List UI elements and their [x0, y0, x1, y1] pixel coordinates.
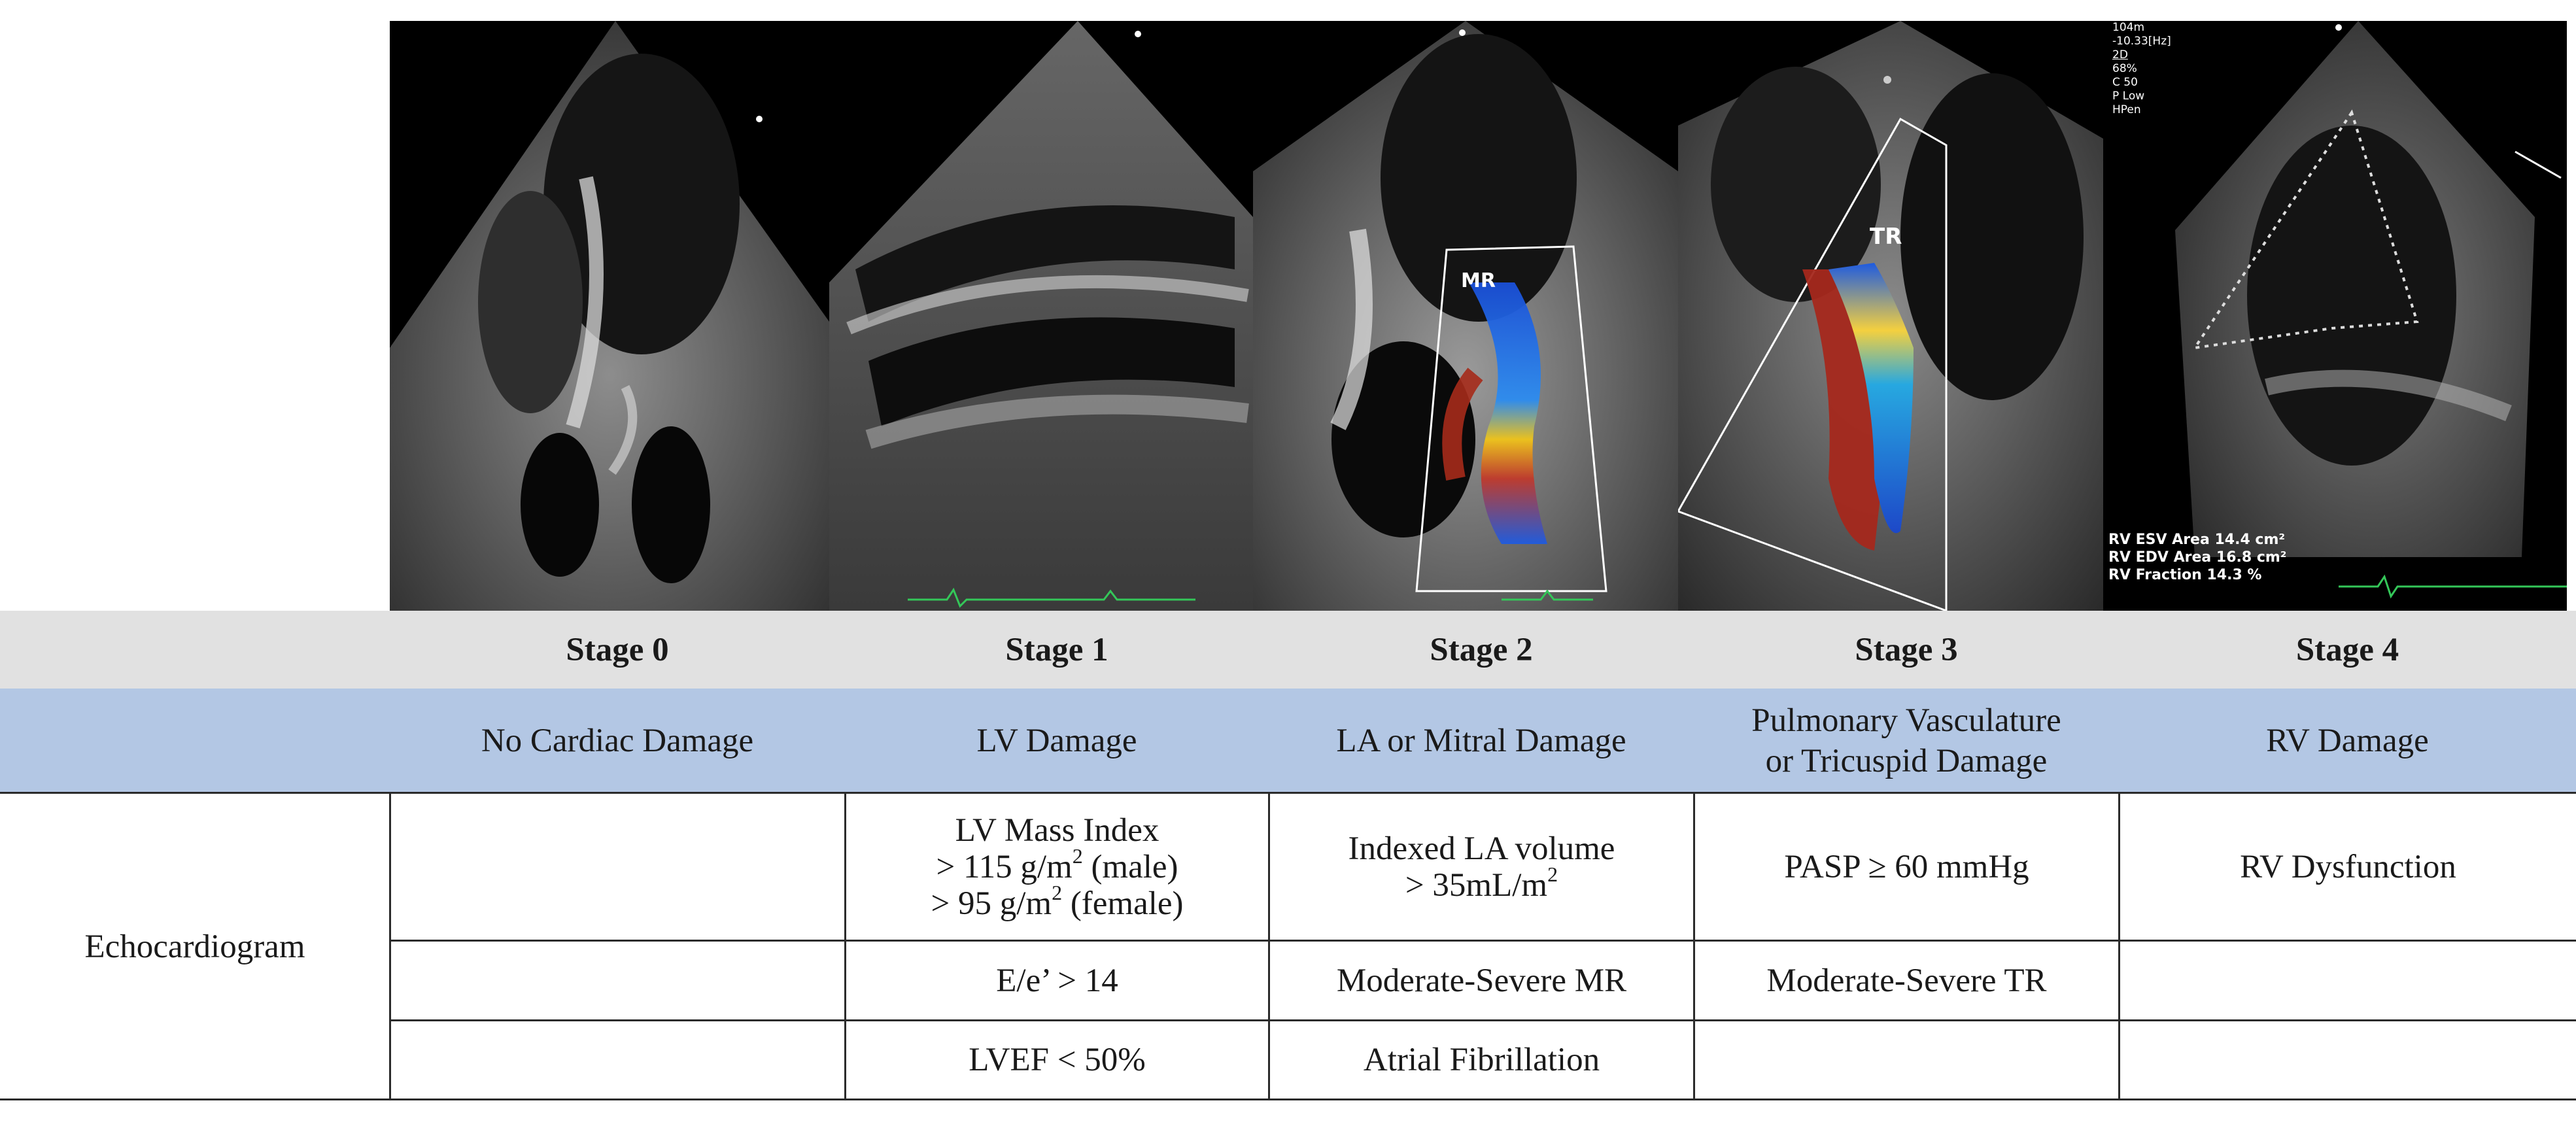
e-e-prime-cell: E/e’ > 14 [996, 962, 1118, 999]
table-rule-row2 [390, 1019, 2576, 1021]
table-rule-row1 [390, 940, 2576, 942]
table-divider [844, 792, 846, 1100]
tr-overlay-label: TR [1870, 224, 1902, 250]
mr-overlay-label: MR [1461, 269, 1496, 292]
readout-line: HPen [2112, 103, 2141, 116]
table-divider [2118, 792, 2120, 1100]
stage-3-description-line-2: or Tricuspid Damage [1765, 742, 2048, 779]
rv-edv-area: RV EDV Area 16.8 cm² [2108, 549, 2287, 566]
echo-image-strip: MR TR [390, 21, 2567, 611]
readout-line: 2D [2112, 48, 2128, 61]
stage-header-row: Stage 0 Stage 1 Stage 2 Stage 3 Stage 4 [0, 611, 2576, 689]
table-rule-top [0, 792, 2576, 794]
stage-3-header: Stage 3 [1855, 631, 1958, 668]
pasp-cell: PASP ≥ 60 mmHg [1784, 848, 2029, 885]
stage-3-description: Pulmonary Vasculature or Tricuspid Damag… [1694, 689, 2119, 792]
echocardiogram-row-label: Echocardiogram [84, 928, 305, 965]
indexed-la-volume-title: Indexed LA volume [1348, 830, 1615, 867]
moderate-severe-mr-cell: Moderate-Severe MR [1336, 962, 1627, 999]
indexed-la-volume-value: > 35mL/m2 [1405, 862, 1558, 904]
atrial-fibrillation-cell: Atrial Fibrillation [1363, 1042, 1600, 1078]
echo-image-stage-3: TR [1678, 21, 2103, 611]
rv-esv-area: RV ESV Area 14.4 cm² [2108, 532, 2286, 548]
damage-description-row: No Cardiac Damage LV Damage LA or Mitral… [0, 689, 2576, 792]
readout-line: -10.33[Hz] [2112, 35, 2171, 48]
stage-3-description-line-1: Pulmonary Vasculature [1751, 702, 2061, 739]
stage-0-description: No Cardiac Damage [481, 722, 754, 759]
table-divider [389, 792, 391, 1100]
lv-mass-index-cell: LV Mass Index > 115 g/m2 (male) > 95 g/m… [846, 794, 1268, 940]
stage-1-description: LV Damage [976, 722, 1137, 759]
echo-image-stage-2: MR [1253, 21, 1678, 611]
lv-mass-index-title: LV Mass Index [955, 811, 1159, 849]
echo-image-stage-0 [390, 21, 829, 611]
moderate-severe-tr-cell: Moderate-Severe TR [1766, 962, 2047, 999]
stage-2-description: LA or Mitral Damage [1336, 722, 1626, 759]
stage-4-header: Stage 4 [2295, 631, 2399, 668]
table-rule-bottom [0, 1098, 2576, 1100]
echo-image-stage-4: 104m -10.33[Hz] 2D 68% C 50 P Low HPen R… [2103, 21, 2567, 611]
stage-1-header: Stage 1 [1005, 631, 1108, 668]
readout-line: 68% [2112, 62, 2137, 75]
echo-image-stage-1 [829, 21, 1253, 611]
stage-2-header: Stage 2 [1430, 631, 1533, 668]
readout-line: C 50 [2112, 76, 2138, 89]
rv-measurements: RV ESV Area 14.4 cm² RV EDV Area 16.8 cm… [2108, 531, 2286, 584]
lv-mass-male: > 115 g/m2 (male) [936, 843, 1178, 885]
readout-line: P Low [2112, 90, 2145, 103]
rv-dysfunction-cell: RV Dysfunction [2240, 848, 2456, 885]
table-divider [1693, 792, 1695, 1100]
lv-mass-female: > 95 g/m2 (female) [931, 880, 1184, 922]
indexed-la-volume-cell: Indexed LA volume > 35mL/m2 [1270, 794, 1693, 940]
stage-4-description: RV Damage [2266, 722, 2429, 759]
table-divider [1268, 792, 1270, 1100]
lvef-cell: LVEF < 50% [969, 1042, 1146, 1078]
stage4-settings-readout: 104m -10.33[Hz] 2D 68% C 50 P Low HPen [2112, 21, 2171, 117]
stage-0-header: Stage 0 [566, 631, 669, 668]
rv-fraction: RV Fraction 14.3 % [2108, 567, 2262, 583]
readout-line: 104m [2112, 21, 2145, 34]
